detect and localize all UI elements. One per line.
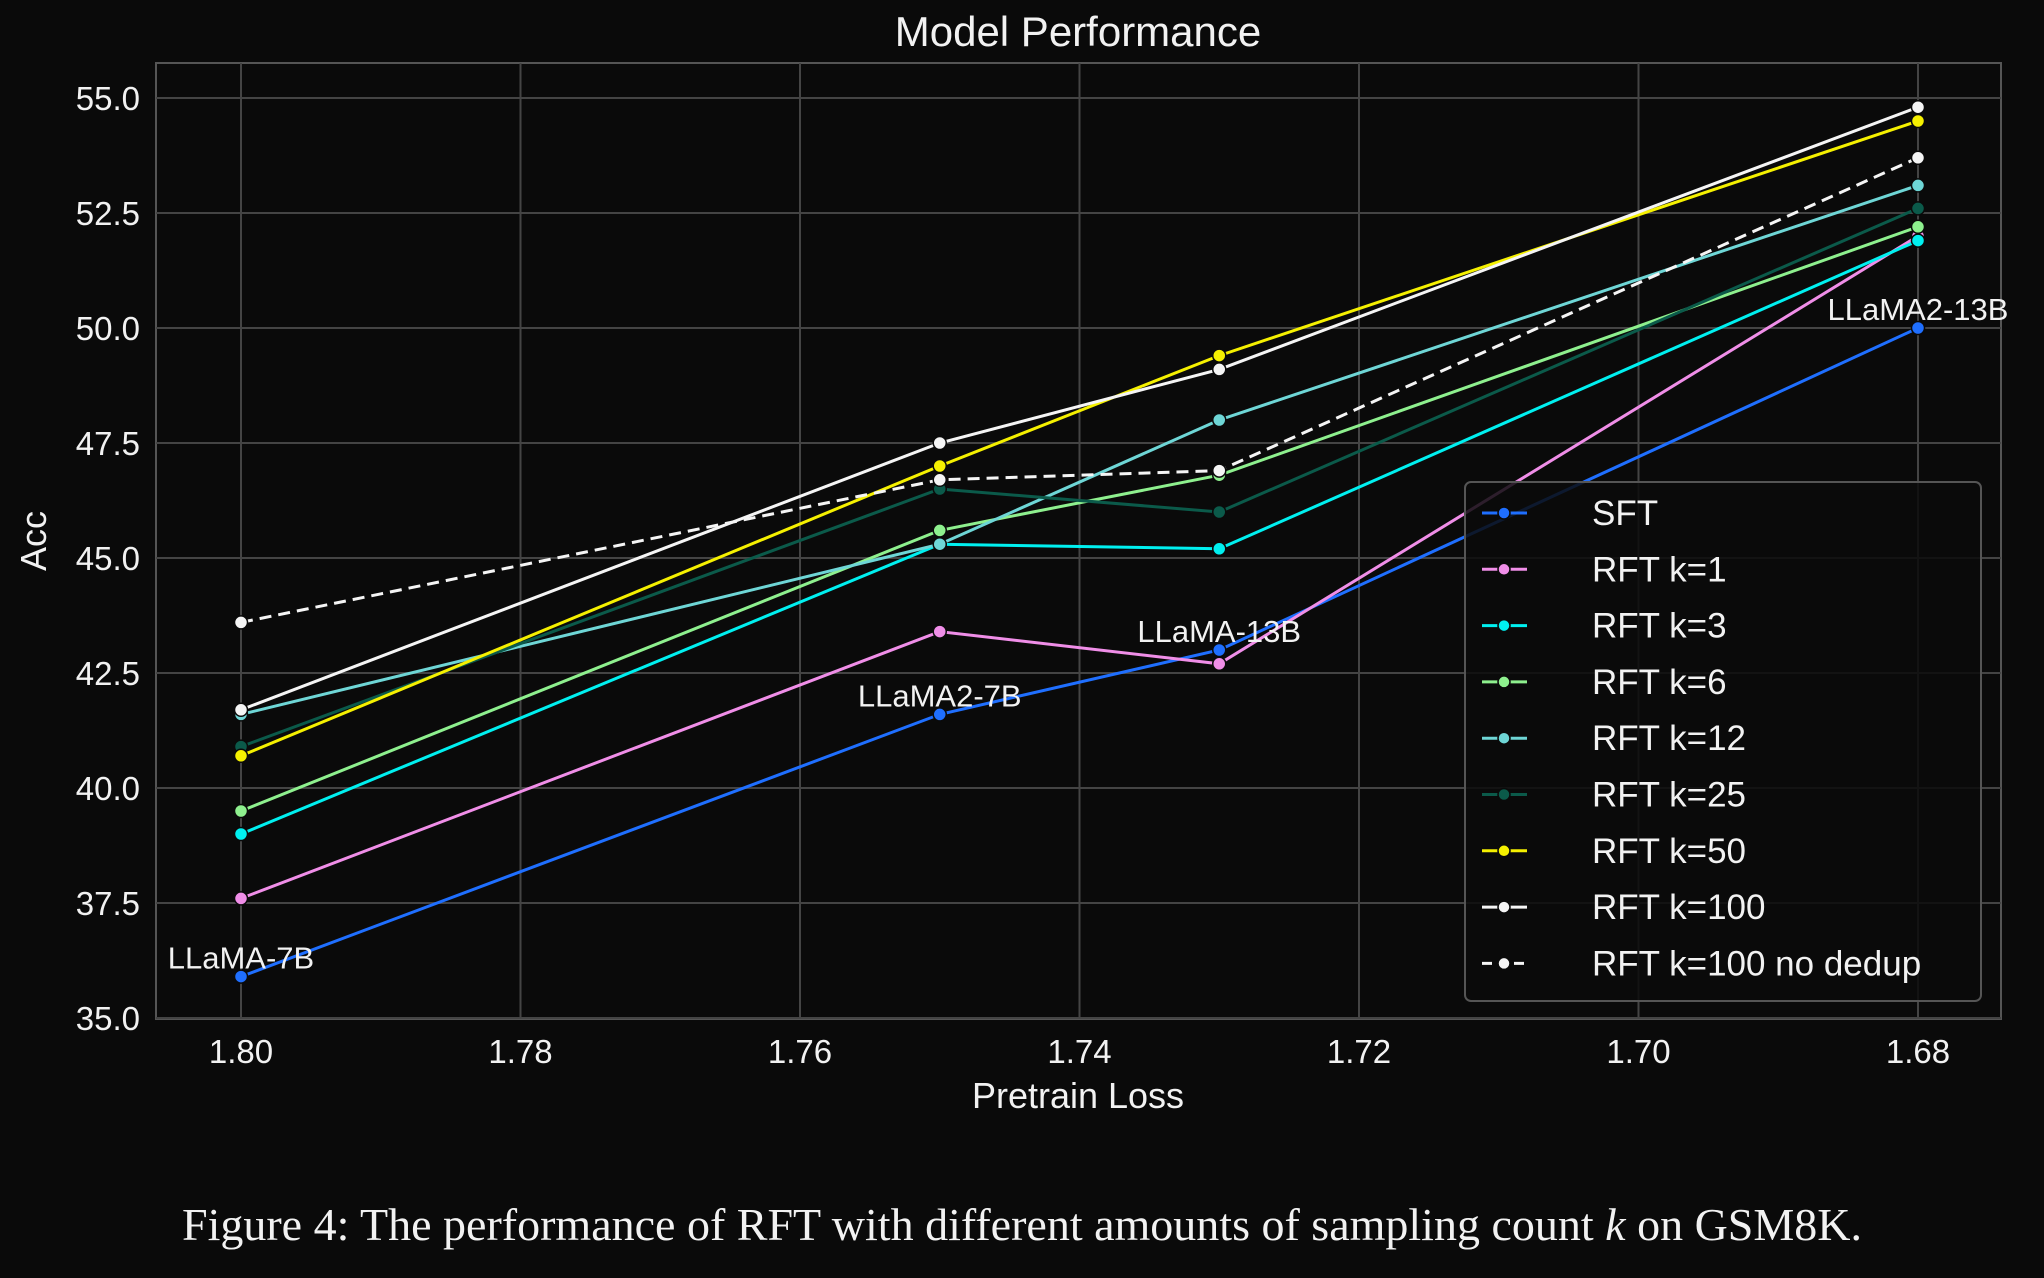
legend-label: RFT k=12 <box>1592 719 1746 758</box>
data-point <box>1910 99 1926 115</box>
y-tick-label: 52.5 <box>76 195 140 232</box>
legend-marker <box>1497 787 1511 802</box>
x-tick-label: 1.70 <box>1606 1033 1670 1070</box>
y-tick-label: 37.5 <box>76 885 140 922</box>
legend-label: RFT k=1 <box>1592 550 1727 589</box>
series-line-2 <box>240 239 1919 836</box>
annotation-label: LLaMA-7B <box>168 941 314 976</box>
legend-label: RFT k=100 no dedup <box>1592 944 1921 983</box>
x-tick-label: 1.78 <box>488 1033 552 1070</box>
data-point <box>1212 412 1227 428</box>
caption-variable: k <box>1605 1199 1626 1250</box>
legend: SFT RFT k=1 RFT k=3 RFT k=6 RFT k=12 RFT k=25… <box>1464 481 1982 1002</box>
data-point <box>932 523 947 538</box>
legend-label: RFT k=25 <box>1592 776 1746 815</box>
data-point <box>1910 219 1926 235</box>
legend-marker <box>1497 675 1511 689</box>
annotation-label: LLaMA2-13B <box>1828 292 2009 327</box>
y-tick-label: 50.0 <box>76 310 140 347</box>
series-line-1 <box>240 234 1919 900</box>
data-point <box>1910 233 1926 248</box>
data-point <box>1212 541 1227 557</box>
legend-label: RFT k=6 <box>1592 663 1727 702</box>
x-tick-label: 1.80 <box>209 1033 273 1070</box>
data-point <box>932 458 947 474</box>
data-point <box>1212 504 1227 520</box>
data-point <box>1212 656 1227 672</box>
y-tick-label: 45.0 <box>76 540 140 577</box>
x-tick-label: 1.72 <box>1327 1033 1391 1070</box>
legend-label: SFT <box>1592 494 1658 533</box>
data-point <box>233 891 249 906</box>
annotation-label: LLaMA2-7B <box>858 678 1022 713</box>
legend-box <box>1464 481 1982 1002</box>
data-point <box>1910 320 1926 336</box>
y-tick-label: 35.0 <box>76 1000 140 1037</box>
data-point <box>233 969 249 984</box>
legend-marker <box>1497 618 1511 633</box>
y-tick-label: 55.0 <box>76 80 140 117</box>
line-chart: 1.80 1.78 1.76 1.74 1.72 1.70 1.68 35.0 37.5 40.0… <box>13 8 2009 1116</box>
caption-prefix: Figure 4: The performance of RFT with di… <box>181 1199 1606 1250</box>
series-line-3 <box>240 225 1919 813</box>
data-point <box>1212 348 1227 363</box>
data-point <box>1910 150 1926 166</box>
legend-marker <box>1497 562 1511 577</box>
legend-marker <box>1497 731 1511 745</box>
legend-label: RFT k=50 <box>1592 832 1746 871</box>
y-axis-label: Acc <box>13 511 54 571</box>
y-tick-label: 47.5 <box>76 425 140 462</box>
legend-marker <box>1497 956 1511 971</box>
data-point <box>1212 642 1227 658</box>
data-point <box>932 472 947 488</box>
figure-caption: Figure 4: The performance of RFT with di… <box>0 1198 2044 1251</box>
x-axis-label: Pretrain Loss <box>972 1075 1184 1116</box>
legend-marker <box>1497 506 1511 520</box>
series-line-7 <box>240 105 1919 712</box>
series-line-5 <box>240 207 1919 749</box>
legend-label: RFT k=100 <box>1592 888 1765 927</box>
data-point <box>1910 178 1926 193</box>
x-tick-label: 1.76 <box>768 1033 832 1070</box>
data-point <box>932 624 947 639</box>
data-point <box>233 748 249 764</box>
legend-label: RFT k=3 <box>1592 607 1727 646</box>
legend-marker <box>1497 844 1511 858</box>
series-line-4 <box>240 183 1919 716</box>
data-point <box>932 707 947 722</box>
data-point <box>932 536 947 552</box>
x-tick-label: 1.68 <box>1886 1033 1950 1070</box>
data-point <box>233 803 249 819</box>
data-point <box>233 826 249 842</box>
data-point <box>1910 113 1926 129</box>
y-tick-label: 40.0 <box>76 770 140 807</box>
caption-suffix: on GSM8K. <box>1625 1199 1863 1250</box>
data-point <box>1212 463 1227 478</box>
data-point <box>932 435 947 451</box>
data-point <box>233 615 249 630</box>
y-tick-label: 42.5 <box>76 655 140 692</box>
chart-title: Model Performance <box>895 8 1262 55</box>
x-tick-label: 1.74 <box>1047 1033 1111 1070</box>
data-point <box>1910 201 1926 216</box>
data-point <box>1212 362 1227 377</box>
legend-marker <box>1497 900 1511 914</box>
data-point <box>233 702 249 718</box>
series-line-8 <box>240 156 1919 624</box>
annotation-label: LLaMA-13B <box>1137 614 1301 649</box>
